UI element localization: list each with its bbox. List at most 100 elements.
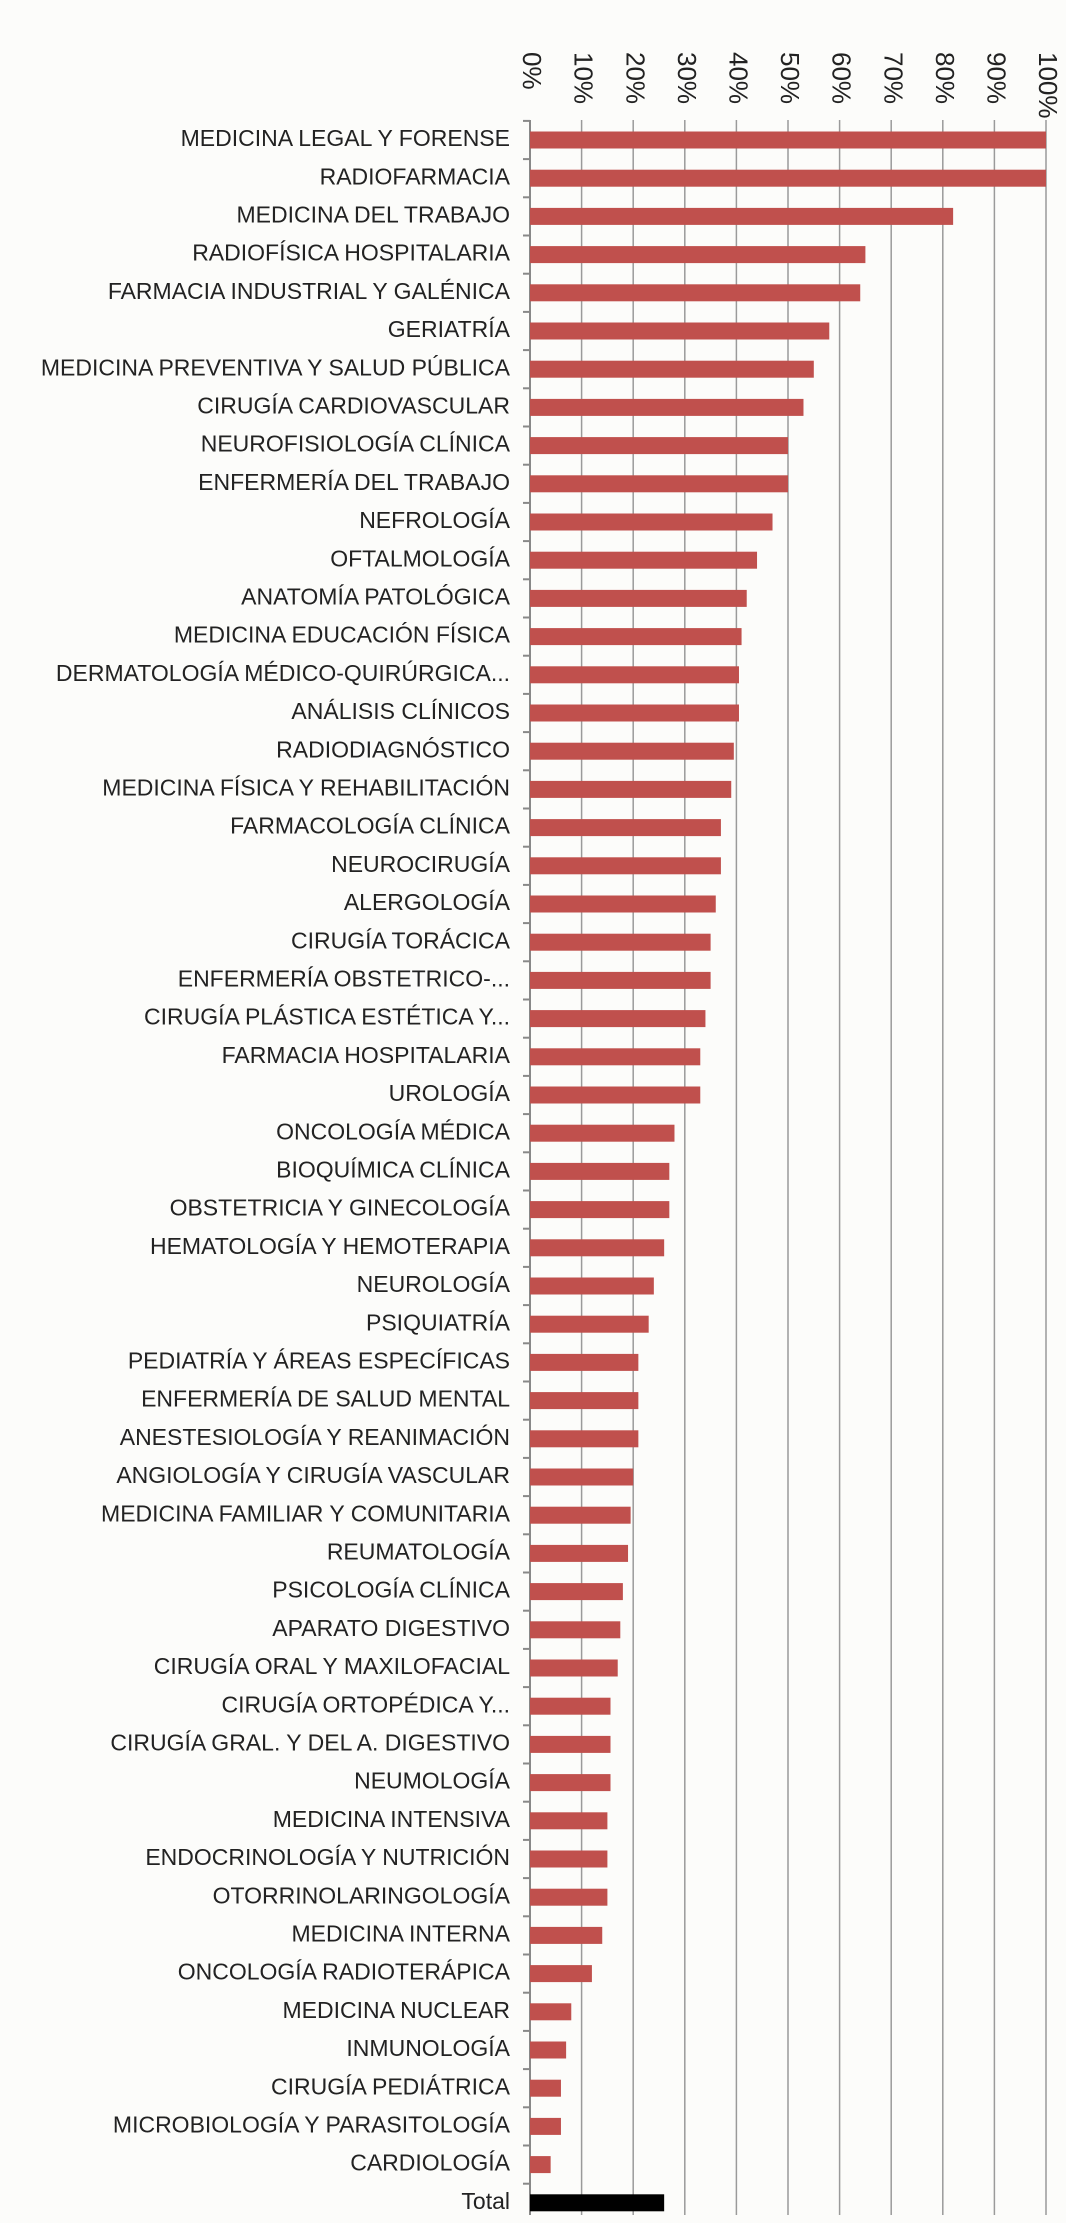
y-tick-label: ENDOCRINOLOGÍA Y NUTRICIÓN <box>145 1844 510 1870</box>
y-tick-label: NEUMOLOGÍA <box>354 1768 511 1794</box>
bar <box>530 895 716 913</box>
bar <box>530 131 1046 149</box>
y-tick-label: CIRUGÍA GRAL. Y DEL A. DIGESTIVO <box>110 1729 510 1755</box>
bar <box>530 742 734 760</box>
x-tick-label: 40% <box>724 52 754 104</box>
y-tick-label: CIRUGÍA TORÁCICA <box>291 927 511 953</box>
bar <box>530 2156 551 2174</box>
bar <box>530 933 711 951</box>
y-tick-label: MEDICINA FÍSICA Y REHABILITACIÓN <box>102 774 510 800</box>
x-tick-label: 100% <box>1033 52 1063 119</box>
bar <box>530 628 742 646</box>
y-tick-label: INMUNOLOGÍA <box>346 2035 510 2061</box>
bar <box>530 1010 706 1028</box>
y-tick-label: MEDICINA INTENSIVA <box>273 1806 511 1832</box>
y-tick-label: OTORRINOLARINGOLOGÍA <box>213 1882 511 1908</box>
bar <box>530 1162 670 1180</box>
bar <box>530 666 739 684</box>
bar <box>530 1201 670 1219</box>
bar <box>530 704 739 722</box>
y-tick-label: CIRUGÍA PEDIÁTRICA <box>271 2073 511 2099</box>
x-tick-label: 70% <box>878 52 908 104</box>
bar <box>530 1048 701 1066</box>
bar <box>530 551 758 569</box>
y-tick-label: ALERGOLOGÍA <box>344 889 511 915</box>
bar <box>530 1392 639 1410</box>
y-tick-label: CIRUGÍA CARDIOVASCULAR <box>197 392 510 418</box>
bar <box>530 1621 621 1639</box>
bar <box>530 1735 611 1753</box>
y-tick-label: GERIATRÍA <box>388 316 511 342</box>
y-tick-label: MICROBIOLOGÍA Y PARASITOLOGÍA <box>113 2111 511 2137</box>
y-tick-label: DERMATOLOGÍA MÉDICO-QUIRÚRGICA... <box>56 660 510 686</box>
bar <box>530 1659 618 1677</box>
bar <box>530 857 721 875</box>
bar <box>530 2003 572 2021</box>
bar <box>530 1965 592 1983</box>
x-tick-label: 90% <box>982 52 1012 104</box>
bar <box>530 1544 629 1562</box>
y-tick-label: CIRUGÍA PLÁSTICA ESTÉTICA Y... <box>144 1004 510 1030</box>
bar <box>530 1926 603 1944</box>
bar <box>530 589 747 607</box>
bar <box>530 1774 611 1792</box>
y-tick-label: MEDICINA PREVENTIVA Y SALUD PÚBLICA <box>41 354 511 380</box>
y-tick-label: MEDICINA EDUCACIÓN FÍSICA <box>174 622 511 648</box>
bar <box>530 1888 608 1906</box>
bar <box>530 1468 634 1486</box>
y-tick-label: MEDICINA NUCLEAR <box>283 1997 510 2023</box>
y-tick-label: ENFERMERÍA DE SALUD MENTAL <box>141 1386 510 1412</box>
bar <box>530 513 773 531</box>
bar <box>530 1353 639 1371</box>
bar <box>530 819 721 837</box>
bar <box>530 1239 665 1257</box>
x-tick-label: 20% <box>620 52 650 104</box>
bar <box>530 246 866 264</box>
bar <box>530 437 788 455</box>
y-tick-label: HEMATOLOGÍA Y HEMOTERAPIA <box>150 1233 511 1259</box>
y-tick-label: PEDIATRÍA Y ÁREAS ESPECÍFICAS <box>128 1347 510 1373</box>
y-tick-label: BIOQUÍMICA CLÍNICA <box>276 1156 511 1182</box>
y-tick-label: FARMACIA INDUSTRIAL Y GALÉNICA <box>108 278 511 304</box>
y-tick-label: ENFERMERÍA DEL TRABAJO <box>198 469 510 495</box>
y-tick-label: RADIODIAGNÓSTICO <box>276 736 510 762</box>
x-tick-label: 10% <box>569 52 599 104</box>
bar <box>530 971 711 989</box>
y-tick-label: MEDICINA INTERNA <box>291 1920 510 1946</box>
y-tick-label: OFTALMOLOGÍA <box>330 545 510 571</box>
bar <box>530 322 830 340</box>
y-tick-label: UROLOGÍA <box>389 1080 511 1106</box>
bar <box>530 1506 631 1524</box>
bar <box>530 2194 665 2212</box>
y-tick-label: APARATO DIGESTIVO <box>272 1615 510 1641</box>
y-tick-label: RADIOFARMACIA <box>320 163 511 189</box>
y-tick-label: MEDICINA DEL TRABAJO <box>236 201 510 227</box>
x-tick-label: 0% <box>517 52 547 90</box>
x-tick-label: 80% <box>930 52 960 104</box>
bar <box>530 398 804 416</box>
bar <box>530 169 1046 187</box>
y-tick-label: RADIOFÍSICA HOSPITALARIA <box>192 240 510 266</box>
bar <box>530 2079 561 2097</box>
y-tick-label: NEFROLOGÍA <box>359 507 510 533</box>
bar <box>530 2117 561 2135</box>
x-tick-label: 50% <box>775 52 805 104</box>
bar <box>530 780 732 798</box>
bar <box>530 284 861 302</box>
bar <box>530 2041 567 2059</box>
y-tick-label: PSICOLOGÍA CLÍNICA <box>272 1577 510 1603</box>
y-tick-label: NEUROFISIOLOGÍA CLÍNICA <box>201 431 511 457</box>
y-tick-label: NEUROCIRUGÍA <box>331 851 511 877</box>
bar <box>530 1124 675 1142</box>
y-tick-label: ONCOLOGÍA RADIOTERÁPICA <box>178 1959 511 1985</box>
x-tick-label: 30% <box>672 52 702 104</box>
y-tick-label: MEDICINA FAMILIAR Y COMUNITARIA <box>101 1500 511 1526</box>
bar <box>530 1583 623 1601</box>
bar <box>530 1430 639 1448</box>
y-tick-label: CIRUGÍA ORAL Y MAXILOFACIAL <box>154 1653 510 1679</box>
y-tick-label: ANESTESIOLOGÍA Y REANIMACIÓN <box>120 1424 510 1450</box>
bar <box>530 1697 611 1715</box>
x-tick-label: 60% <box>827 52 857 104</box>
y-tick-label: ENFERMERÍA OBSTETRICO-... <box>178 965 510 991</box>
